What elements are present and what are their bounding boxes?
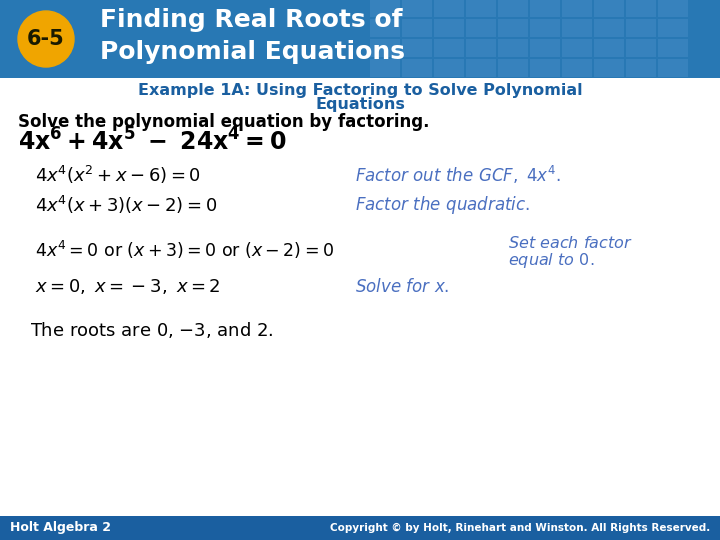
- Bar: [594, 59, 624, 77]
- Bar: [498, 19, 528, 37]
- Text: 6-5: 6-5: [27, 29, 65, 49]
- Bar: [626, 19, 656, 37]
- Bar: [402, 19, 432, 37]
- Bar: [402, 0, 432, 17]
- Text: $\mathit{Solve\ for\ x.}$: $\mathit{Solve\ for\ x.}$: [355, 278, 449, 296]
- Bar: [498, 0, 528, 17]
- Text: $4x^4(x + 3)(x - 2) = 0$: $4x^4(x + 3)(x - 2) = 0$: [35, 194, 217, 216]
- Bar: [370, 19, 400, 37]
- Bar: [530, 59, 560, 77]
- Text: Solve the polynomial equation by factoring.: Solve the polynomial equation by factori…: [18, 113, 430, 131]
- Bar: [466, 19, 496, 37]
- Text: $4x^4(x^2 + x - 6) = 0$: $4x^4(x^2 + x - 6) = 0$: [35, 164, 201, 186]
- Bar: [658, 0, 688, 17]
- Bar: [434, 59, 464, 77]
- Bar: [626, 59, 656, 77]
- Bar: [434, 19, 464, 37]
- Bar: [0, 516, 720, 540]
- Text: Holt Algebra 2: Holt Algebra 2: [10, 522, 111, 535]
- Bar: [434, 0, 464, 17]
- Bar: [594, 19, 624, 37]
- Bar: [498, 59, 528, 77]
- Bar: [370, 0, 400, 17]
- Bar: [466, 0, 496, 17]
- Bar: [562, 0, 592, 17]
- Bar: [530, 39, 560, 57]
- Bar: [658, 59, 688, 77]
- Bar: [626, 39, 656, 57]
- Text: $\mathbf{4x^6 + 4x^5}$$\mathbf{\ -\ 24x^4 = 0}$: $\mathbf{4x^6 + 4x^5}$$\mathbf{\ -\ 24x^…: [18, 129, 287, 156]
- Bar: [530, 19, 560, 37]
- Bar: [0, 0, 720, 78]
- Bar: [466, 59, 496, 77]
- Text: Finding Real Roots of: Finding Real Roots of: [100, 8, 402, 32]
- Bar: [370, 39, 400, 57]
- Bar: [562, 39, 592, 57]
- Text: $\mathit{Factor\ the\ quadratic.}$: $\mathit{Factor\ the\ quadratic.}$: [355, 194, 530, 216]
- Bar: [562, 59, 592, 77]
- Text: The roots are 0, $-$3, and 2.: The roots are 0, $-$3, and 2.: [30, 320, 274, 340]
- Circle shape: [18, 11, 74, 67]
- Bar: [402, 59, 432, 77]
- Bar: [626, 0, 656, 17]
- Text: Example 1A: Using Factoring to Solve Polynomial: Example 1A: Using Factoring to Solve Pol…: [138, 83, 582, 98]
- Text: $x = 0,\ x = -3,\ x = 2$: $x = 0,\ x = -3,\ x = 2$: [35, 278, 220, 296]
- Bar: [658, 19, 688, 37]
- Bar: [594, 0, 624, 17]
- Text: $\mathit{Set\ each\ factor}$: $\mathit{Set\ each\ factor}$: [508, 235, 633, 251]
- Bar: [498, 39, 528, 57]
- Text: Equations: Equations: [315, 98, 405, 112]
- Bar: [594, 39, 624, 57]
- Text: Copyright © by Holt, Rinehart and Winston. All Rights Reserved.: Copyright © by Holt, Rinehart and Winsto…: [330, 523, 710, 533]
- Bar: [658, 39, 688, 57]
- Text: Polynomial Equations: Polynomial Equations: [100, 40, 405, 64]
- Bar: [434, 39, 464, 57]
- Bar: [466, 39, 496, 57]
- Bar: [370, 59, 400, 77]
- Text: $\mathit{Factor\ out\ the\ GCF,\ 4x^4.}$: $\mathit{Factor\ out\ the\ GCF,\ 4x^4.}$: [355, 164, 561, 186]
- Bar: [402, 39, 432, 57]
- Text: $\mathit{equal\ to\ 0.}$: $\mathit{equal\ to\ 0.}$: [508, 251, 595, 269]
- Bar: [562, 19, 592, 37]
- Bar: [530, 0, 560, 17]
- Text: $4x^4 = 0\ \mathrm{or}\ (x + 3) = 0\ \mathrm{or}\ (x - 2) = 0$: $4x^4 = 0\ \mathrm{or}\ (x + 3) = 0\ \ma…: [35, 239, 334, 261]
